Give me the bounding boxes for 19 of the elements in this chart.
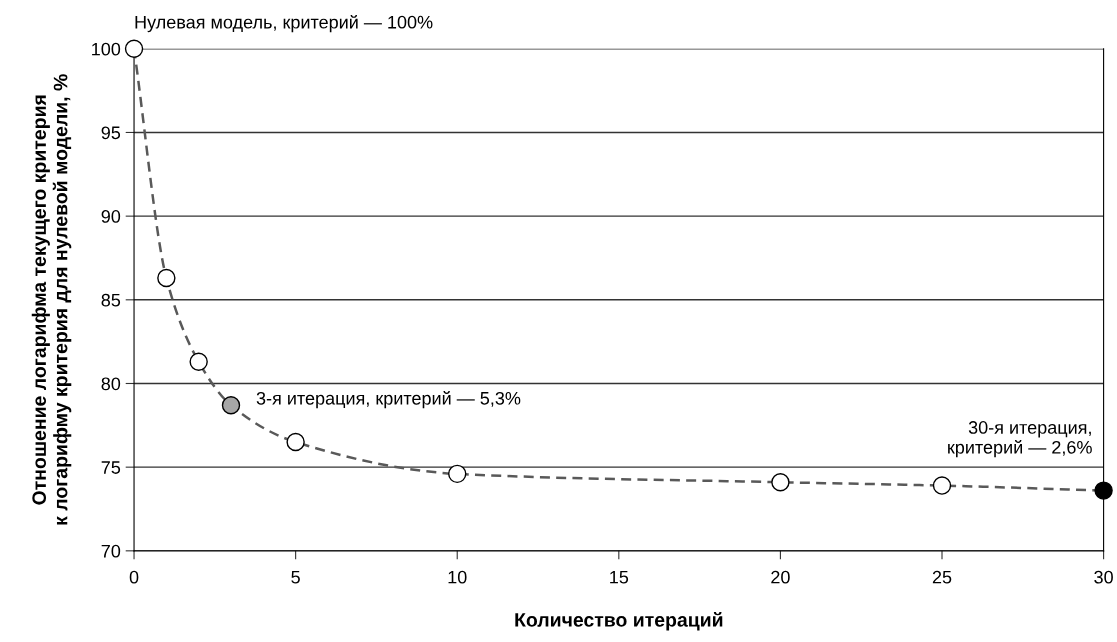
y-axis-title: Отношение логарифма текущего критерия к логарифму критерия для нулевой модели, % (31, 74, 72, 525)
y-tick-label: 90 (101, 210, 121, 223)
x-tick-label: 25 (932, 570, 952, 584)
y-tick-label: 85 (101, 293, 121, 307)
annotation: Нулевая модель, критерий — 100% (135, 14, 433, 33)
x-tick-label: 10 (448, 570, 467, 584)
x-tick-label: 20 (771, 570, 790, 584)
x-tick-label: 5 (291, 570, 300, 584)
x-tick-label: 30 (1094, 570, 1113, 584)
y-tick-label: 100 (92, 42, 121, 56)
y-tick-label: 70 (101, 544, 121, 558)
x-tick-label: 15 (610, 570, 629, 584)
y-tick-label: 80 (101, 377, 121, 391)
x-tick-label: 0 (129, 570, 139, 584)
x-axis-title: Количество итераций (515, 612, 723, 631)
annotation: 3-я итерация, критерий — 5,3% (256, 391, 521, 409)
annotation: 30-я итерация, критерий — 2,6% (948, 421, 1092, 458)
y-tick-label: 95 (101, 126, 121, 140)
y-tick-label: 75 (101, 461, 121, 474)
